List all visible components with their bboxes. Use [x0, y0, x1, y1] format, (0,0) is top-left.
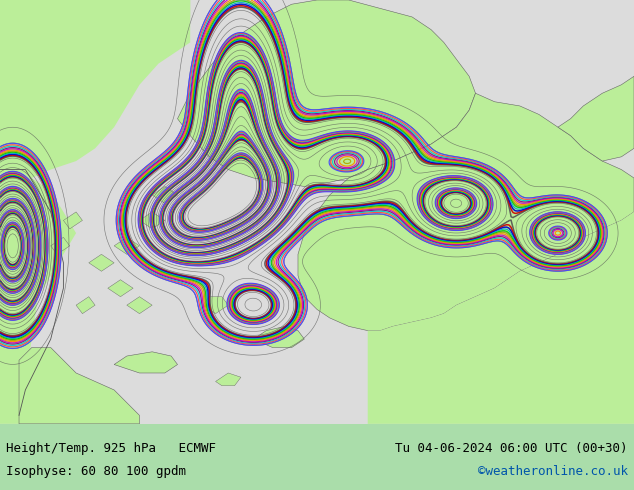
Polygon shape — [152, 187, 178, 203]
Polygon shape — [76, 297, 95, 314]
Polygon shape — [114, 352, 178, 373]
Polygon shape — [178, 0, 476, 187]
Polygon shape — [114, 237, 139, 254]
Text: ©weatheronline.co.uk: ©weatheronline.co.uk — [477, 465, 628, 478]
Polygon shape — [127, 297, 152, 314]
Polygon shape — [558, 76, 634, 161]
Polygon shape — [0, 0, 190, 178]
Polygon shape — [298, 93, 634, 331]
Text: Tu 04-06-2024 06:00 UTC (00+30): Tu 04-06-2024 06:00 UTC (00+30) — [395, 442, 628, 455]
Polygon shape — [0, 0, 190, 191]
Polygon shape — [216, 373, 241, 386]
Polygon shape — [89, 254, 114, 271]
Polygon shape — [51, 237, 70, 254]
Polygon shape — [139, 212, 165, 229]
Polygon shape — [203, 297, 228, 314]
Polygon shape — [108, 280, 133, 297]
Polygon shape — [19, 347, 139, 424]
Polygon shape — [254, 326, 304, 347]
Text: Isophyse: 60 80 100 gpdm: Isophyse: 60 80 100 gpdm — [6, 465, 186, 478]
Polygon shape — [63, 212, 82, 229]
Polygon shape — [0, 170, 76, 424]
Polygon shape — [368, 212, 634, 424]
Text: Height/Temp. 925 hPa   ECMWF: Height/Temp. 925 hPa ECMWF — [6, 442, 216, 455]
